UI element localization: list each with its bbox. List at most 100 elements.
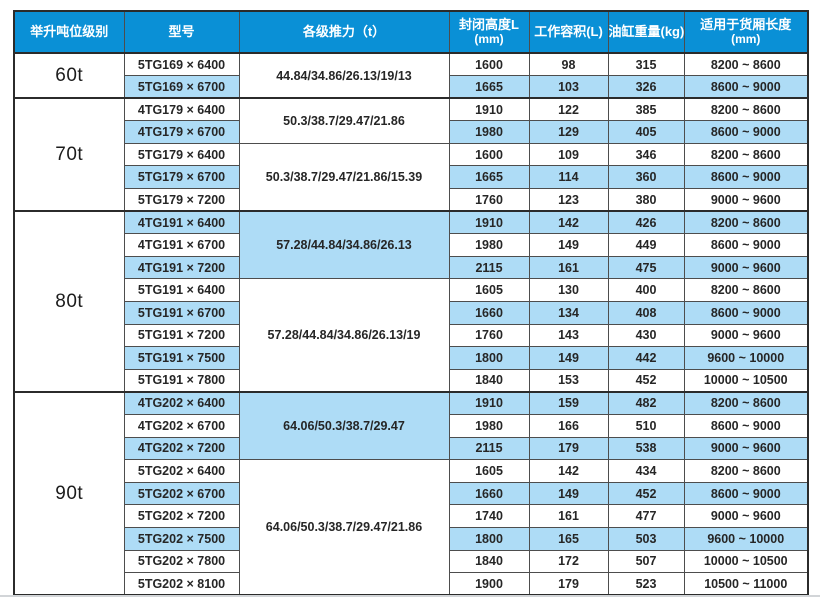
working-volume-cell: 149 — [528, 233, 609, 257]
table-row: 70t 4TG179 × 6400 50.3/38.7/29.47/21.86 191… — [13, 97, 809, 212]
table-row: 60t 5TG169 × 6400 44.84/34.86/26.13/19/13 1… — [13, 51, 809, 99]
box-length-cell: 9000 ~ 9600 — [683, 255, 809, 280]
closed-height-cell: 1760 — [448, 323, 530, 348]
table-row: 5TG191 × 7200 1760 143 430 9000 ~ 9600 — [14, 323, 809, 348]
table-row: 5TG202 × 7200 1740 161 477 9000 ~ 9600 — [14, 504, 809, 528]
col-header-closed_height: 封闭高度L (mm) — [448, 10, 530, 54]
box-length-cell: 8600 ~ 9000 — [683, 165, 809, 190]
spec-table: 举升吨位级别 型号 各级推力（t） 封闭高度L (mm) 工作容积(L) 油缸重量(kg) 适… — [13, 10, 809, 597]
thrust-cell: 57.28/44.84/34.86/26.13/19 — [238, 278, 450, 393]
box-length-cell: 8600 ~ 9000 — [683, 120, 809, 144]
model-cell: 5TG191 × 7800 — [123, 368, 240, 393]
working-volume-cell: 159 — [528, 390, 609, 415]
closed-height-cell: 1600 — [448, 52, 530, 77]
closed-height-cell: 1605 — [448, 459, 530, 483]
cylinder-weight-cell: 405 — [607, 120, 685, 144]
closed-height-cell: 1800 — [448, 346, 530, 370]
header-row: 举升吨位级别 型号 各级推力（t） 封闭高度L (mm) 工作容积(L) 油缸重量(kg) 适… — [13, 10, 809, 54]
cylinder-weight-cell: 510 — [607, 414, 685, 438]
table-row: 90t 4TG202 × 6400 64.06/50.3/38.7/29.47 191… — [13, 390, 809, 596]
cylinder-weight-cell: 315 — [607, 52, 685, 77]
cylinder-weight-cell: 482 — [607, 390, 685, 415]
col-header-box_length-unit: (mm) — [731, 32, 761, 46]
cylinder-weight-cell: 503 — [607, 526, 685, 551]
model-cell: 5TG169 × 6400 — [123, 52, 240, 77]
tonnage-group-label: 70t — [13, 97, 125, 212]
box-length-cell: 8600 ~ 9000 — [683, 414, 809, 438]
closed-height-cell: 1980 — [448, 414, 530, 438]
table-row: 80t 4TG191 × 6400 57.28/44.84/34.86/26.13 1… — [13, 210, 809, 393]
table-row: 5TG179 × 7200 1760 123 380 9000 ~ 9600 — [14, 188, 809, 212]
table-row: 4TG191 × 7200 2115 161 475 9000 ~ 9600 — [14, 255, 809, 280]
box-length-cell: 9000 ~ 9600 — [683, 323, 809, 348]
cylinder-weight-cell: 434 — [607, 459, 685, 483]
table-row: 5TG202 × 7500 1800 165 503 9600 ~ 10000 — [14, 526, 809, 551]
model-cell: 5TG169 × 6700 — [123, 75, 240, 99]
working-volume-cell: 166 — [528, 414, 609, 438]
closed-height-cell: 1660 — [448, 481, 530, 506]
cylinder-weight-cell: 408 — [607, 301, 685, 325]
table-row: 4TG202 × 7200 2115 179 538 9000 ~ 9600 — [14, 436, 809, 461]
closed-height-cell: 1600 — [448, 142, 530, 167]
working-volume-cell: 161 — [528, 255, 609, 280]
table-row: 5TG179 × 6400 50.3/38.7/29.47/21.86/15.39… — [14, 142, 809, 212]
model-cell: 5TG179 × 6700 — [123, 165, 240, 190]
closed-height-cell: 1910 — [448, 97, 530, 122]
working-volume-cell: 114 — [528, 165, 609, 190]
box-length-cell: 8200 ~ 8600 — [683, 210, 809, 235]
cylinder-weight-cell: 442 — [607, 346, 685, 370]
working-volume-cell: 142 — [528, 459, 609, 483]
cylinder-weight-cell: 452 — [607, 368, 685, 393]
working-volume-cell: 161 — [528, 504, 609, 528]
working-volume-cell: 149 — [528, 346, 609, 370]
model-cell: 4TG202 × 7200 — [123, 436, 240, 461]
working-volume-cell: 134 — [528, 301, 609, 325]
closed-height-cell: 1760 — [448, 188, 530, 212]
spec-table-header: 举升吨位级别 型号 各级推力（t） 封闭高度L (mm) 工作容积(L) 油缸重量(kg) 适… — [13, 10, 809, 54]
box-length-cell: 8200 ~ 8600 — [683, 52, 809, 77]
box-length-cell: 9600 ~ 10000 — [683, 526, 809, 551]
model-cell: 5TG191 × 6700 — [123, 301, 240, 325]
tonnage-group-label: 80t — [13, 210, 125, 393]
thrust-cell: 64.06/50.3/38.7/29.47/21.86 — [238, 459, 450, 596]
model-cell: 4TG191 × 6400 — [123, 210, 240, 235]
box-length-cell: 8200 ~ 8600 — [683, 390, 809, 415]
box-length-cell: 8600 ~ 9000 — [683, 75, 809, 99]
col-header-closed_height-unit: (mm) — [474, 32, 504, 46]
box-length-cell: 8600 ~ 9000 — [683, 301, 809, 325]
col-header-tonnage: 举升吨位级别 — [13, 10, 125, 54]
model-cell: 4TG202 × 6400 — [123, 390, 240, 415]
cylinder-weight-cell: 380 — [607, 188, 685, 212]
table-row: 4TG191 × 6700 1980 149 449 8600 ~ 9000 — [14, 233, 809, 257]
cylinder-weight-cell: 430 — [607, 323, 685, 348]
closed-height-cell: 2115 — [448, 436, 530, 461]
cylinder-weight-cell: 475 — [607, 255, 685, 280]
cylinder-weight-cell: 400 — [607, 278, 685, 303]
table-row: 5TG202 × 6400 64.06/50.3/38.7/29.47/21.86… — [14, 459, 809, 596]
tonnage-group-label: 60t — [13, 51, 125, 99]
working-volume-cell: 149 — [528, 481, 609, 506]
box-length-cell: 9600 ~ 10000 — [683, 346, 809, 370]
closed-height-cell: 1980 — [448, 233, 530, 257]
model-cell: 5TG202 × 6400 — [123, 459, 240, 483]
working-volume-cell: 143 — [528, 323, 609, 348]
table-row: 5TG202 × 8100 1900 179 523 10500 ~ 11000 — [14, 572, 809, 596]
table-row: 4TG202 × 6700 1980 166 510 8600 ~ 9000 — [14, 414, 809, 438]
cylinder-weight-cell: 523 — [607, 572, 685, 596]
spec-table-container: 举升吨位级别 型号 各级推力（t） 封闭高度L (mm) 工作容积(L) 油缸重量(kg) 适… — [13, 10, 809, 597]
col-header-working_volume: 工作容积(L) — [528, 10, 609, 54]
closed-height-cell: 1665 — [448, 75, 530, 99]
cylinder-weight-cell: 326 — [607, 75, 685, 99]
cylinder-weight-cell: 360 — [607, 165, 685, 190]
working-volume-cell: 165 — [528, 526, 609, 551]
table-row: 5TG202 × 7800 1840 172 507 10000 ~ 10500 — [14, 549, 809, 574]
box-length-cell: 8200 ~ 8600 — [683, 142, 809, 167]
closed-height-cell: 1665 — [448, 165, 530, 190]
table-row: 5TG191 × 6700 1660 134 408 8600 ~ 9000 — [14, 301, 809, 325]
box-length-cell: 9000 ~ 9600 — [683, 504, 809, 528]
working-volume-cell: 103 — [528, 75, 609, 99]
closed-height-cell: 1910 — [448, 210, 530, 235]
table-row: 5TG169 × 6700 1665 103 326 8600 ~ 9000 — [14, 75, 809, 99]
cylinder-weight-cell: 507 — [607, 549, 685, 574]
